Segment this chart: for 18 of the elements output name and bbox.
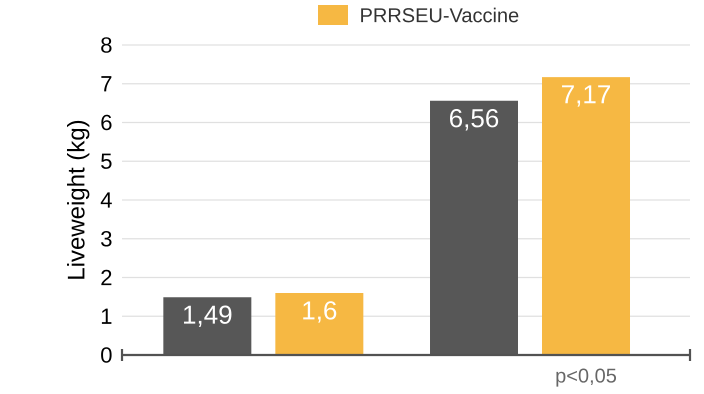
- y-tick-label: 6: [101, 114, 112, 130]
- y-tick-label: 2: [101, 270, 112, 286]
- data-label: 7,17: [562, 85, 610, 107]
- y-tick-label: 5: [101, 154, 112, 169]
- bar: [542, 77, 630, 355]
- y-tick-label: 1: [102, 308, 112, 324]
- y-tick-label: 4: [100, 192, 112, 208]
- y-tick-label: 3: [101, 230, 112, 247]
- legend-label: PRRSEU-Vaccine: [361, 8, 518, 22]
- bar: [275, 293, 364, 355]
- y-tick-label: 8: [101, 37, 112, 53]
- data-label: 6,56: [450, 108, 498, 130]
- text: p<0,05: [556, 368, 616, 387]
- y-axis-title: Liveweight (kg): [66, 120, 90, 279]
- data-label: 1,49: [184, 305, 232, 327]
- y-tick-label: 0: [101, 347, 112, 363]
- y-tick-label: 7: [101, 76, 112, 92]
- data-label: 1,6: [303, 301, 336, 323]
